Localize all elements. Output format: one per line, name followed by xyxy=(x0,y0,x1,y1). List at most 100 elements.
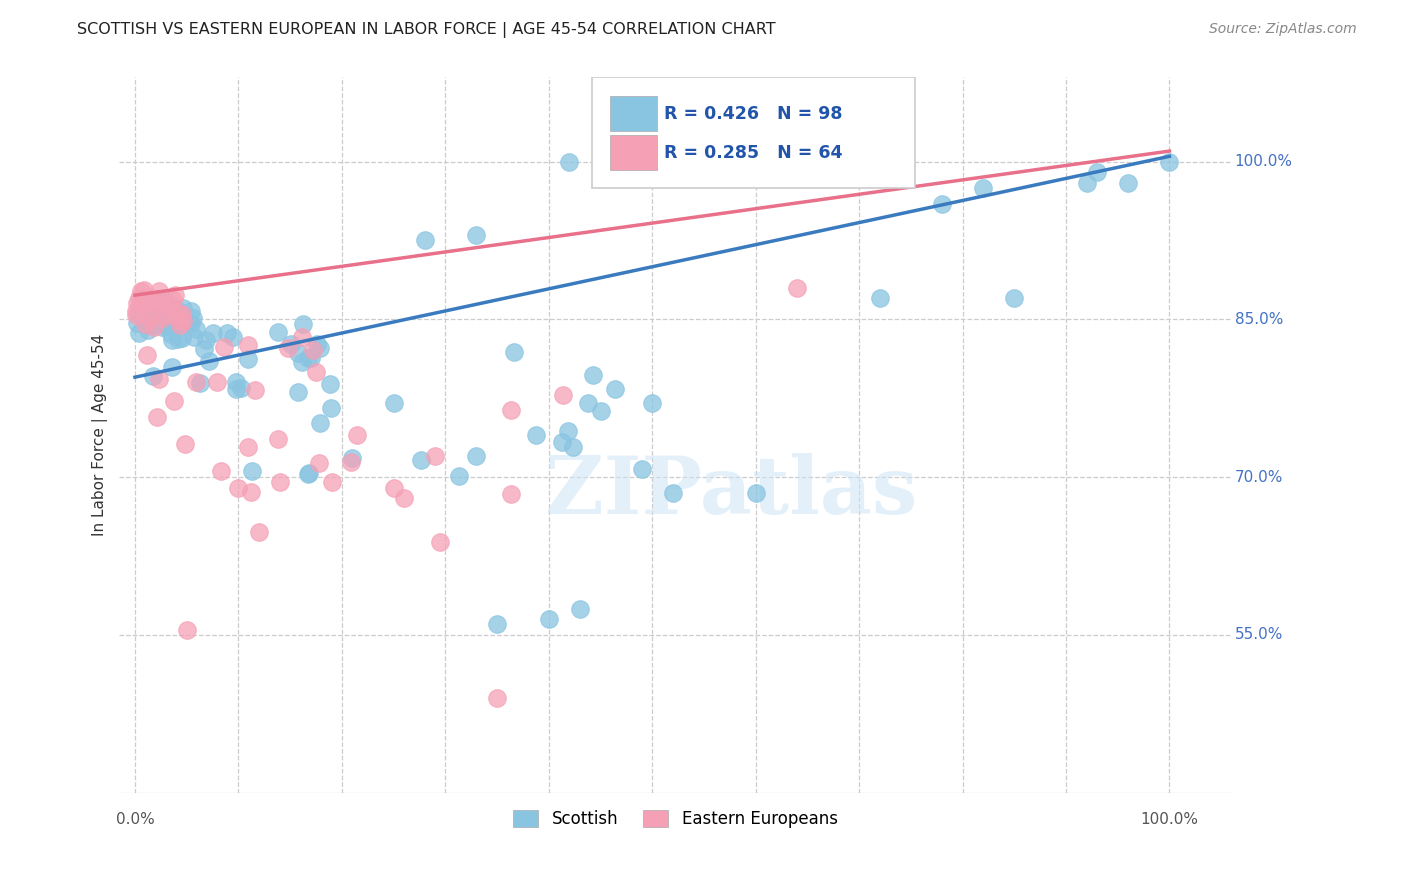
Point xyxy=(138,311,160,326)
Point xyxy=(641,396,664,410)
Point xyxy=(136,315,159,329)
Point xyxy=(136,348,159,362)
Point xyxy=(148,295,170,310)
Point xyxy=(150,297,173,311)
Point xyxy=(162,293,184,307)
Text: 70.0%: 70.0% xyxy=(1234,469,1284,484)
Point xyxy=(195,333,218,347)
Point xyxy=(136,324,159,338)
Point xyxy=(172,301,194,315)
Point xyxy=(297,351,319,366)
Point xyxy=(163,288,186,302)
Point xyxy=(173,316,195,330)
Point xyxy=(382,396,405,410)
Point xyxy=(561,440,583,454)
Point xyxy=(551,388,574,402)
Point xyxy=(205,375,228,389)
Point xyxy=(152,307,174,321)
Point xyxy=(180,316,202,330)
Point xyxy=(280,337,302,351)
Point xyxy=(447,469,470,483)
Point xyxy=(183,329,205,343)
Point xyxy=(501,402,523,417)
Point xyxy=(157,311,180,326)
Point xyxy=(1159,154,1181,169)
FancyBboxPatch shape xyxy=(592,78,914,188)
Point xyxy=(240,465,263,479)
Point xyxy=(796,154,818,169)
Point xyxy=(124,308,146,322)
Point xyxy=(413,234,436,248)
Point xyxy=(267,432,290,446)
Point xyxy=(142,369,165,384)
Point xyxy=(786,281,808,295)
Point xyxy=(321,475,343,490)
Point xyxy=(201,326,224,340)
Point xyxy=(319,376,342,391)
Point xyxy=(869,291,891,305)
Point xyxy=(287,385,309,400)
Point xyxy=(153,309,176,323)
Point xyxy=(134,317,156,331)
Point xyxy=(340,451,363,466)
Point xyxy=(146,409,169,424)
Point xyxy=(305,365,328,379)
Point xyxy=(576,395,599,409)
Point xyxy=(157,314,180,328)
Point xyxy=(486,691,509,706)
Point xyxy=(277,342,299,356)
Point xyxy=(429,535,451,549)
Point xyxy=(148,284,170,298)
Point xyxy=(693,154,716,169)
Text: SCOTTISH VS EASTERN EUROPEAN IN LABOR FORCE | AGE 45-54 CORRELATION CHART: SCOTTISH VS EASTERN EUROPEAN IN LABOR FO… xyxy=(77,22,776,38)
Point xyxy=(125,295,148,310)
Point xyxy=(558,154,581,169)
Text: ZIPatlas: ZIPatlas xyxy=(546,453,917,532)
Point xyxy=(1076,176,1098,190)
Point xyxy=(423,450,446,464)
Point xyxy=(291,317,314,331)
Point xyxy=(170,307,193,321)
Point xyxy=(340,455,363,469)
Point xyxy=(299,351,322,365)
Point xyxy=(128,291,150,305)
Point xyxy=(269,475,291,490)
Point xyxy=(166,320,188,334)
FancyBboxPatch shape xyxy=(610,96,657,131)
Point xyxy=(411,453,433,467)
Point xyxy=(125,316,148,330)
Point xyxy=(172,314,194,328)
Point xyxy=(180,304,202,318)
Text: 0.0%: 0.0% xyxy=(115,812,155,827)
Point xyxy=(162,334,184,348)
Y-axis label: In Labor Force | Age 45-54: In Labor Force | Age 45-54 xyxy=(93,334,108,536)
Point xyxy=(160,327,183,342)
Point xyxy=(582,368,605,383)
Point xyxy=(142,320,165,334)
Point xyxy=(169,318,191,333)
Point xyxy=(134,283,156,297)
Point xyxy=(524,428,547,442)
Point xyxy=(1002,291,1025,305)
Point xyxy=(166,303,188,318)
Point xyxy=(744,154,766,169)
Point xyxy=(1116,176,1139,190)
Point xyxy=(132,293,155,308)
Point xyxy=(188,376,211,391)
Point xyxy=(129,284,152,298)
Point xyxy=(138,303,160,318)
Point xyxy=(346,428,368,442)
Point xyxy=(603,382,626,396)
Point xyxy=(169,310,191,324)
Point xyxy=(662,486,685,500)
Point xyxy=(291,355,314,369)
Point xyxy=(148,372,170,386)
Legend: Scottish, Eastern Europeans: Scottish, Eastern Europeans xyxy=(506,803,844,834)
Point xyxy=(141,294,163,309)
Point xyxy=(568,601,591,615)
Point xyxy=(167,307,190,321)
Point xyxy=(236,338,259,352)
Point xyxy=(193,342,215,356)
Text: 55.0%: 55.0% xyxy=(1234,627,1284,642)
Point xyxy=(551,434,574,449)
